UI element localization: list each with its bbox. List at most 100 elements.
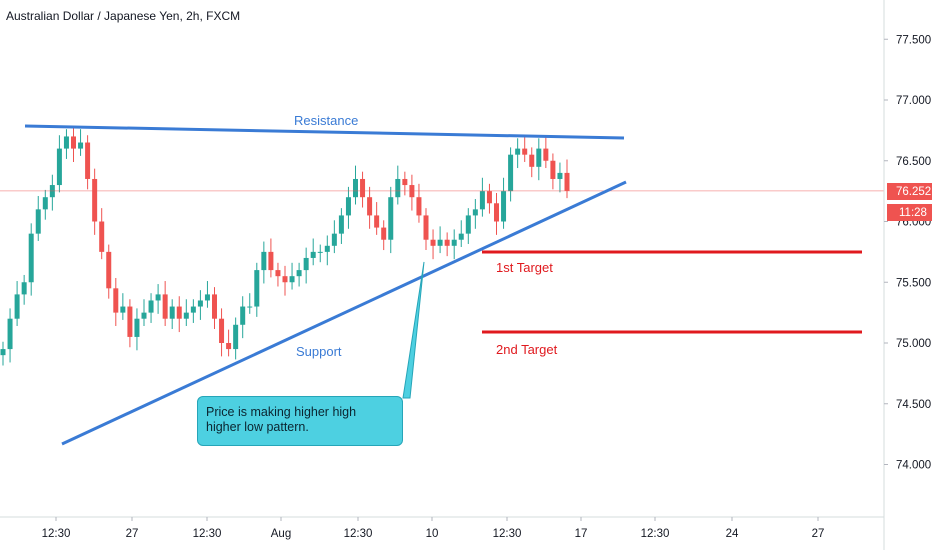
candle-down	[219, 318, 225, 343]
first-target-label: 1st Target	[496, 260, 553, 275]
candle-up	[317, 251, 323, 253]
candle-down	[367, 197, 373, 216]
time-tick-label: Aug	[271, 528, 291, 540]
candle-down	[162, 294, 168, 319]
candle-up	[28, 233, 34, 283]
candle-up	[557, 172, 563, 179]
candle-up	[501, 191, 507, 222]
candle-up	[148, 300, 154, 313]
candle-down	[268, 251, 274, 271]
candle-down	[416, 197, 422, 216]
support-label: Support	[296, 344, 342, 359]
candle-down	[374, 215, 380, 228]
candle-up	[254, 270, 260, 307]
candle-up	[240, 306, 246, 325]
candle-up	[0, 349, 6, 356]
candle-up	[310, 251, 316, 258]
candle-up	[134, 318, 140, 337]
callout-note[interactable]: Price is making higher high higher low p…	[197, 396, 403, 446]
resistance-trendline[interactable]	[24, 124, 625, 140]
candle-down	[360, 178, 366, 198]
candle-down	[564, 172, 570, 191]
second-target-label: 2nd Target	[496, 342, 558, 357]
price-tick-label: 77.000	[896, 95, 931, 107]
candle-up	[204, 294, 210, 301]
candle-up	[141, 312, 147, 319]
candle-up	[63, 136, 69, 149]
candle-down	[99, 221, 105, 252]
candle-down	[85, 142, 91, 179]
candle-down	[113, 288, 119, 313]
candle-up	[233, 324, 239, 350]
support-trendline[interactable]	[61, 180, 627, 446]
resistance-label: Resistance	[294, 113, 358, 128]
candle-down	[522, 148, 528, 155]
time-axis-ticks: 12:30 27 12:30 Aug 12:30 10 12:30 17 12:30 24 27	[42, 517, 824, 540]
candle-up	[345, 197, 351, 216]
price-tick-label: 74.500	[896, 399, 931, 411]
candles-layer	[0, 126, 570, 366]
candle-up	[472, 209, 478, 216]
time-tick-label: 12:30	[193, 528, 222, 540]
candle-up	[296, 270, 302, 277]
candle-up	[247, 306, 253, 308]
candle-down	[71, 136, 76, 149]
candle-down	[212, 294, 217, 319]
candle-down	[494, 203, 499, 222]
candle-down	[402, 178, 408, 186]
time-tick-label: 10	[426, 528, 439, 540]
candle-up	[388, 197, 394, 240]
time-tick-label: 12:30	[344, 528, 373, 540]
price-tick-label: 77.500	[896, 34, 931, 46]
last-price-label: 76.252	[896, 186, 931, 198]
callout-pointer	[402, 261, 425, 399]
countdown-badge	[887, 204, 932, 221]
candle-down	[92, 178, 98, 222]
candle-down	[486, 191, 492, 204]
candle-up	[35, 209, 41, 234]
price-tick-label: 75.000	[896, 338, 931, 350]
candle-up	[42, 197, 48, 210]
candle-down	[543, 148, 549, 161]
candle-up	[120, 306, 126, 313]
chart-title: Australian Dollar / Japanese Yen, 2h, FX…	[6, 9, 241, 23]
candle-up	[479, 191, 485, 210]
candle-up	[169, 306, 175, 319]
candle-up	[508, 154, 514, 192]
candle-up	[437, 239, 443, 246]
candle-down	[430, 239, 436, 246]
candle-down	[127, 306, 133, 337]
candle-down	[282, 276, 288, 283]
candle-down	[550, 160, 556, 179]
price-tick-label: 74.000	[896, 460, 931, 472]
time-tick-label: 24	[726, 528, 739, 540]
candle-up	[465, 215, 471, 234]
time-tick-label: 17	[575, 528, 588, 540]
candle-up	[190, 306, 196, 313]
candle-up	[324, 245, 330, 252]
last-price-badge	[887, 183, 932, 200]
candle-up	[515, 148, 521, 155]
candle-up	[451, 239, 457, 246]
candle-up	[56, 148, 62, 186]
candle-up	[14, 294, 20, 319]
time-tick-label: 12:30	[493, 528, 522, 540]
candle-down	[444, 239, 450, 246]
candle-down	[381, 227, 387, 240]
price-tick-label: 75.500	[896, 277, 931, 289]
candle-up	[458, 233, 464, 240]
candle-up	[303, 257, 309, 271]
candle-down	[529, 154, 535, 167]
candle-up	[536, 148, 542, 167]
candle-down	[176, 306, 182, 319]
candle-down	[275, 270, 281, 277]
candle-up	[338, 215, 344, 234]
candle-up	[7, 318, 13, 350]
candle-up	[395, 178, 401, 198]
candle-up	[78, 142, 84, 149]
countdown-label: 11:28	[899, 207, 927, 219]
time-tick-label: 12:30	[641, 528, 670, 540]
candle-down	[106, 251, 112, 289]
candle-down	[423, 215, 429, 240]
